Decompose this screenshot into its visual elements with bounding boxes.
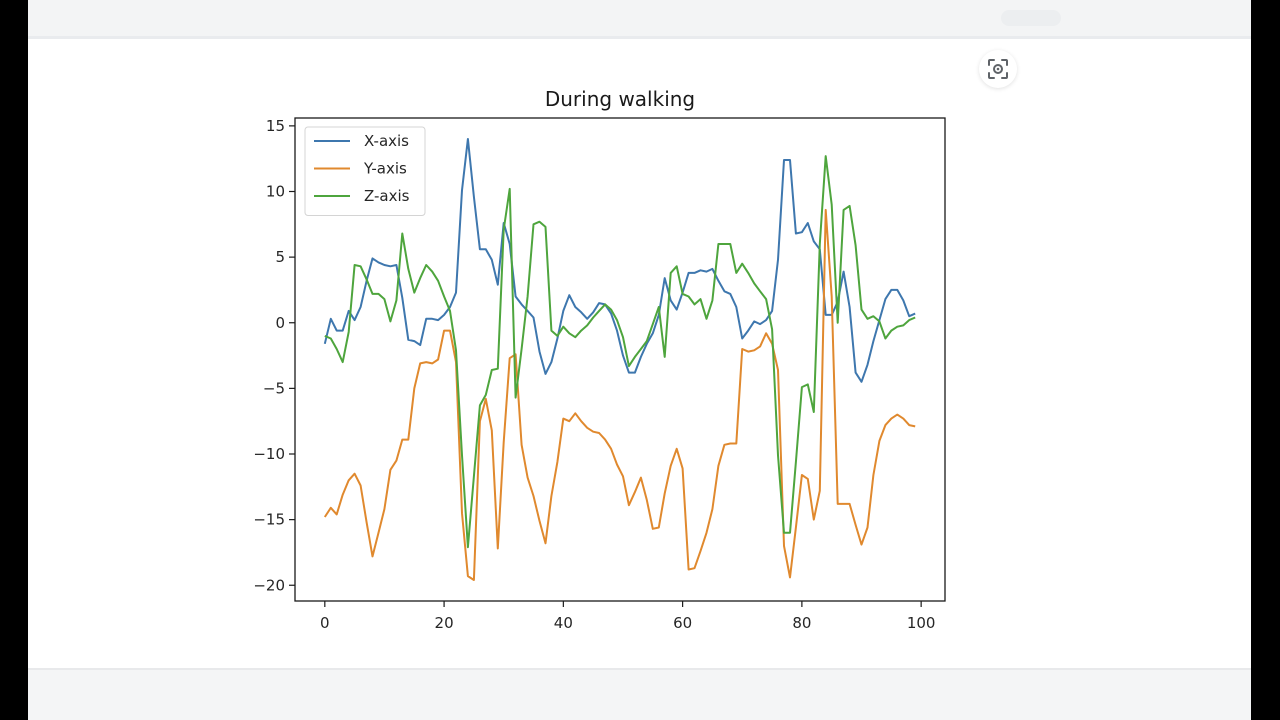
x-tick-label: 40 — [554, 614, 573, 632]
scan-icon — [988, 59, 1008, 79]
bottom-bar — [28, 668, 1251, 720]
y-tick-label: 5 — [275, 248, 285, 266]
x-tick-label: 80 — [792, 614, 811, 632]
y-tick-label: −20 — [253, 576, 285, 594]
visual-search-button[interactable] — [979, 50, 1017, 88]
y-tick-label: −10 — [253, 445, 285, 463]
y-tick-label: 15 — [266, 117, 285, 135]
toolbar-highlight — [1001, 10, 1061, 26]
y-tick-label: 10 — [266, 183, 285, 201]
x-tick-label: 20 — [435, 614, 454, 632]
legend-label-y-axis: Y-axis — [363, 160, 407, 178]
legend-label-x-axis: X-axis — [364, 132, 409, 150]
series-line-y-axis — [323, 208, 916, 581]
image-viewer — [28, 0, 1251, 720]
y-axis: 15 10 5 0 −5 −10 −15 −20 — [253, 117, 295, 594]
legend-label-z-axis: Z-axis — [364, 187, 410, 205]
top-toolbar-strip — [28, 0, 1251, 39]
series-line-x-axis — [323, 138, 916, 383]
legend-box — [304, 126, 426, 216]
x-tick-label: 100 — [907, 614, 936, 632]
chart-title: During walking — [545, 87, 695, 111]
plot-area-frame — [294, 117, 946, 602]
legend: X-axis Y-axis Z-axis — [304, 126, 426, 216]
y-tick-label: 0 — [275, 314, 285, 332]
y-tick-label: −15 — [253, 511, 285, 529]
x-tick-label: 60 — [673, 614, 692, 632]
y-tick-label: −5 — [263, 379, 285, 397]
x-tick-label: 0 — [320, 614, 330, 632]
x-axis: 0 20 40 60 80 100 — [320, 601, 935, 632]
plot-lines — [323, 138, 916, 581]
series-line-z-axis — [324, 155, 916, 549]
